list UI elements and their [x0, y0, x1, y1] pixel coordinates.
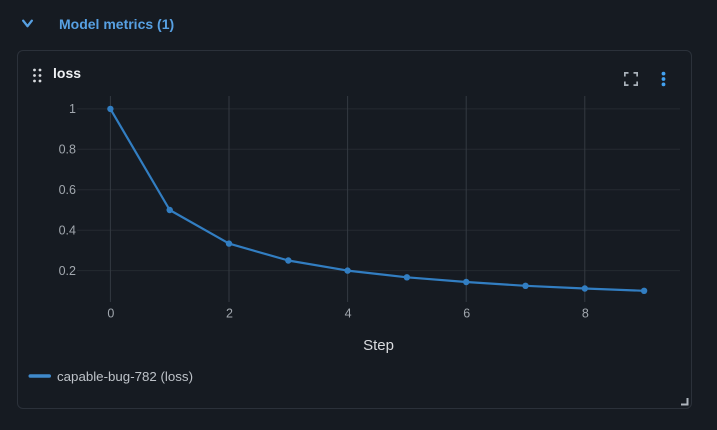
- svg-text:1: 1: [69, 102, 76, 116]
- svg-text:8: 8: [582, 307, 589, 321]
- svg-text:2: 2: [226, 307, 233, 321]
- svg-text:Step: Step: [363, 337, 394, 354]
- svg-text:6: 6: [463, 307, 470, 321]
- svg-text:4: 4: [345, 307, 352, 321]
- svg-text:0.8: 0.8: [59, 143, 76, 157]
- svg-text:0: 0: [107, 307, 114, 321]
- svg-text:0.4: 0.4: [59, 224, 76, 238]
- svg-text:0.6: 0.6: [59, 183, 76, 197]
- svg-text:capable-bug-782 (loss): capable-bug-782 (loss): [57, 369, 193, 384]
- svg-text:0.2: 0.2: [59, 264, 76, 278]
